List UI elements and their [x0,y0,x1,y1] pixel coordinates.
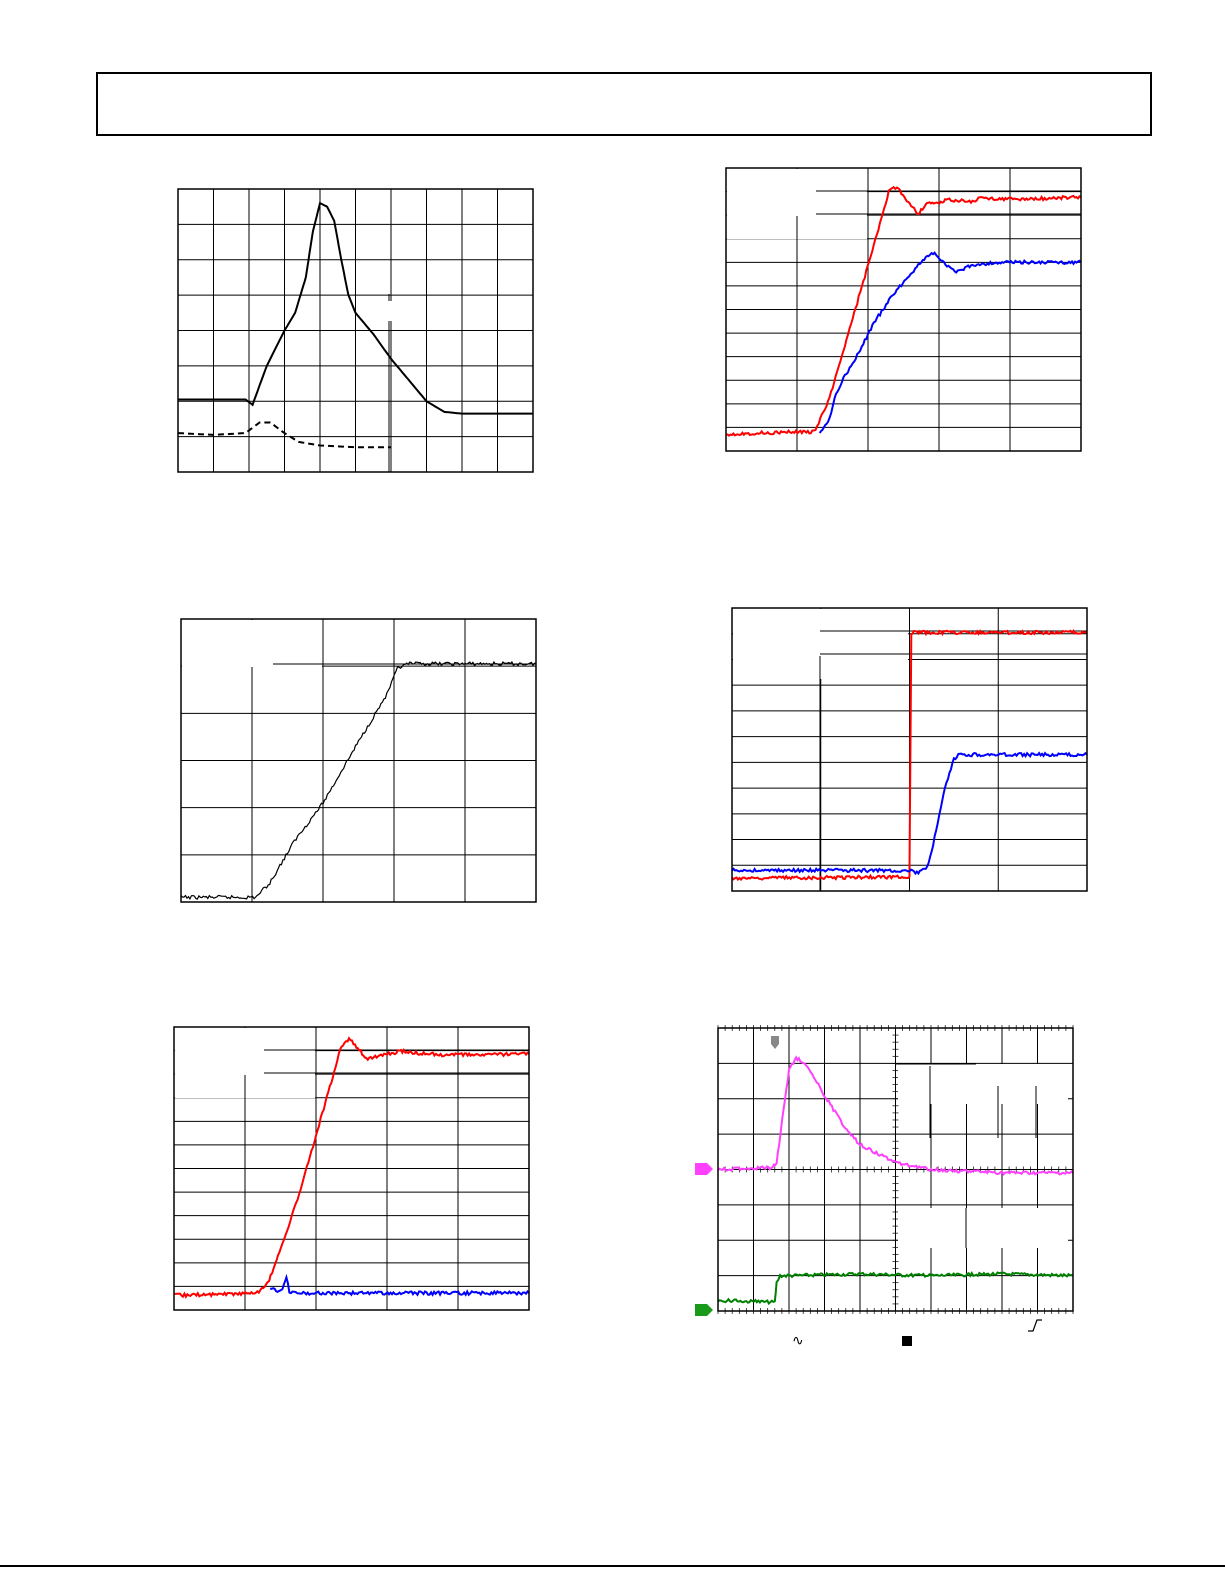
run-state-square-icon [902,1336,912,1346]
chart-marks-6 [717,1055,1074,1306]
chart-panel-5 [173,1026,530,1311]
chart-frame [177,188,534,473]
series-line-2 [818,251,1082,434]
series-line-2 [731,751,1088,876]
ac-coupling-icon: ∿ [792,1333,804,1349]
trigger-position-icon [771,1036,779,1049]
series-line-1 [174,1036,530,1299]
series-line-2 [177,421,391,449]
annotation-mask [898,1064,1068,1104]
channel-1-marker-icon [695,1163,713,1175]
chart-marks-1 [177,201,533,449]
series-line-1 [178,201,533,415]
chart-frame [725,167,1082,452]
chart-frame [180,618,537,903]
chart-frame [731,607,1088,892]
annotation-mask [383,301,423,321]
series-line-1 [717,1055,1074,1176]
chart-panel-6 [717,1025,1074,1314]
chart-marks-5 [174,1036,530,1299]
chart-panel-3 [725,167,1082,452]
chart-frame [717,1027,1074,1312]
chart-marks-3 [725,185,1082,437]
series-line-2 [269,1273,530,1297]
chart-panel-2 [180,618,537,903]
trigger-rising-edge-icon [1028,1319,1042,1332]
chart-panel-4 [731,607,1088,892]
page-bottom-rule [0,1565,1225,1567]
chart-panel-1 [177,188,534,473]
chart-frame [173,1026,530,1311]
annotation-mask [898,1208,1068,1248]
page-header [96,72,1152,136]
series-line-2 [717,1271,1074,1306]
series-line-1 [725,185,1082,437]
channel-2-marker-icon [695,1304,713,1316]
chart-marks-4 [731,628,1088,882]
